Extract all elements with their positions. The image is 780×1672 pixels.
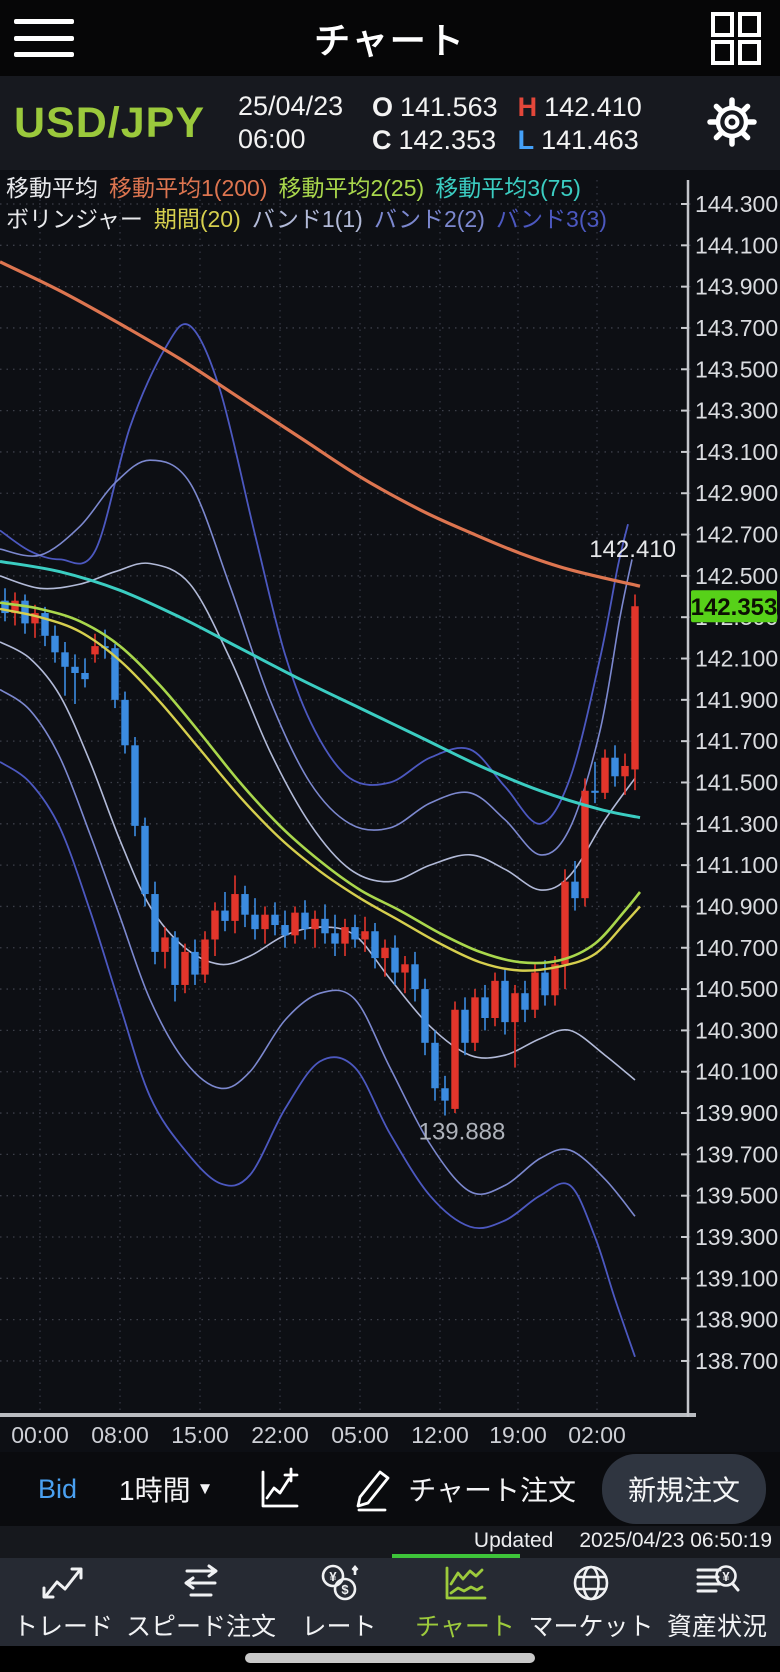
chevron-down-icon: ▼ <box>196 1479 214 1498</box>
trend-arrows-icon <box>42 1567 83 1598</box>
svg-text:141.100: 141.100 <box>695 852 778 878</box>
timeframe-select[interactable]: 1時間 ▼ <box>119 1475 214 1506</box>
svg-text:142.410: 142.410 <box>589 536 676 563</box>
ohlc-close: C 142.353 <box>372 124 497 155</box>
legend-moving-averages: 移動平均 移動平均1(200) 移動平均2(25) 移動平均3(75) <box>6 173 618 204</box>
svg-text:139.900: 139.900 <box>695 1100 778 1126</box>
svg-text:143.900: 143.900 <box>695 274 778 300</box>
legend-item: ボリンジャー <box>6 206 143 232</box>
svg-text:138.900: 138.900 <box>695 1307 778 1333</box>
price-type-toggle[interactable]: Bid <box>38 1473 78 1504</box>
settings-gear-icon[interactable] <box>702 92 762 157</box>
legend-item: バンド2(2) <box>373 206 485 232</box>
home-indicator-area <box>0 1646 780 1672</box>
x-axis-label: 19:00 <box>489 1422 547 1448</box>
tab-market[interactable]: マーケット <box>528 1558 654 1646</box>
tab-rates[interactable]: ¥ $ レート <box>276 1558 402 1646</box>
legend-item: バンド1(1) <box>251 206 363 232</box>
ohlc-readout: O 141.563 H 142.410 C 142.353 L 141.463 <box>372 91 642 156</box>
tab-chart[interactable]: チャート <box>402 1558 528 1646</box>
svg-text:144.100: 144.100 <box>695 232 778 258</box>
speed-order-icon <box>184 1564 218 1596</box>
multi-chart-layout-icon[interactable] <box>708 10 764 71</box>
legend-item: 移動平均2(25) <box>278 175 425 201</box>
svg-text:143.100: 143.100 <box>695 439 778 465</box>
x-axis-label: 02:00 <box>568 1422 626 1448</box>
svg-text:140.300: 140.300 <box>695 1017 778 1043</box>
candle-time: 06:00 <box>238 124 306 154</box>
currency-coins-icon: ¥ $ <box>321 1564 359 1600</box>
svg-text:143.700: 143.700 <box>695 315 778 341</box>
svg-text:139.700: 139.700 <box>695 1141 778 1167</box>
chart-order-button[interactable]: チャート注文 <box>408 1475 576 1506</box>
svg-text:139.500: 139.500 <box>695 1183 778 1209</box>
draw-pencil-icon[interactable] <box>347 1464 397 1514</box>
legend-item: 移動平均3(75) <box>435 175 581 201</box>
svg-text:139.888: 139.888 <box>419 1119 506 1146</box>
x-axis-label: 00:00 <box>11 1422 69 1448</box>
last-updated: Updated 2025/04/23 06:50:19 <box>473 1529 772 1552</box>
svg-text:141.700: 141.700 <box>695 728 778 754</box>
x-axis-label: 08:00 <box>91 1422 149 1448</box>
svg-text:140.100: 140.100 <box>695 1059 778 1085</box>
svg-text:142.500: 142.500 <box>695 563 778 589</box>
svg-text:143.500: 143.500 <box>695 356 778 382</box>
x-axis-label: 05:00 <box>331 1422 389 1448</box>
chart-icon <box>445 1566 487 1599</box>
candle-date: 25/04/23 <box>238 91 344 121</box>
svg-text:141.900: 141.900 <box>695 687 778 713</box>
indicator-settings-icon[interactable] <box>255 1464 305 1514</box>
chart-section: 144.300 144.100 143.900 143.700 143.500 143.3… <box>0 170 780 1452</box>
svg-text:144.300: 144.300 <box>695 191 778 217</box>
svg-text:143.300: 143.300 <box>695 398 778 424</box>
svg-text:142.700: 142.700 <box>695 522 778 548</box>
svg-text:141.300: 141.300 <box>695 811 778 837</box>
svg-text:140.500: 140.500 <box>695 976 778 1002</box>
tab-speed-order[interactable]: スピード注文 <box>126 1558 276 1646</box>
svg-text:139.300: 139.300 <box>695 1224 778 1250</box>
page-title: チャート <box>314 20 466 61</box>
quote-header: USD/JPY 25/04/23 06:00 O 141.563 H 142.410… <box>0 76 780 170</box>
chart-toolbar: Bid 1時間 ▼ チャート注文 新規注文 <box>0 1452 780 1526</box>
price-chart[interactable]: 144.300 144.100 143.900 143.700 143.500 143.3… <box>0 170 780 1418</box>
svg-text:¥: ¥ <box>722 1569 730 1584</box>
new-order-button[interactable]: 新規注文 <box>601 1454 766 1524</box>
tab-assets[interactable]: ¥ 資産状況 <box>654 1558 780 1646</box>
bottom-tab-bar: トレード スピード注文 ¥ $ レート チャート <box>0 1558 780 1646</box>
time-axis: 00:00 08:00 15:00 22:00 05:00 12:00 19:00 02:00 <box>0 1420 780 1452</box>
x-axis-label: 15:00 <box>171 1422 229 1448</box>
x-axis-label: 22:00 <box>251 1422 309 1448</box>
home-indicator[interactable] <box>245 1653 535 1663</box>
currency-pair[interactable]: USD/JPY <box>14 98 206 147</box>
svg-text:140.900: 140.900 <box>695 893 778 919</box>
svg-text:$: $ <box>341 1582 349 1597</box>
assets-search-icon: ¥ <box>696 1564 740 1592</box>
menu-icon[interactable] <box>14 19 74 57</box>
legend-item: 移動平均1(200) <box>109 175 268 201</box>
indicator-legend: 移動平均 移動平均1(200) 移動平均2(25) 移動平均3(75) ボリンジャー期… <box>6 173 618 235</box>
svg-text:¥: ¥ <box>329 1569 337 1584</box>
svg-text:142.900: 142.900 <box>695 480 778 506</box>
refresh-progress-bar <box>392 1554 520 1558</box>
ohlc-open: O 141.563 <box>372 91 498 122</box>
globe-icon <box>573 1565 609 1600</box>
top-bar: チャート <box>0 0 780 76</box>
svg-text:139.100: 139.100 <box>695 1265 778 1291</box>
svg-text:141.500: 141.500 <box>695 769 778 795</box>
ohlc-low: L 141.463 <box>517 124 639 155</box>
tab-trade[interactable]: トレード <box>0 1558 126 1646</box>
legend-item: 期間(20) <box>153 206 241 232</box>
status-bar: Updated 2025/04/23 06:50:19 <box>0 1526 780 1558</box>
svg-text:138.700: 138.700 <box>695 1348 778 1374</box>
legend-item: 移動平均 <box>6 175 98 201</box>
legend-item: バンド3(3) <box>495 206 607 232</box>
legend-bollinger: ボリンジャー 期間(20) バンド1(1) バンド2(2) バンド3(3) <box>6 204 618 235</box>
x-axis-label: 12:00 <box>411 1422 469 1448</box>
ohlc-high: H 142.410 <box>517 91 642 122</box>
svg-text:142.100: 142.100 <box>695 646 778 672</box>
svg-text:140.700: 140.700 <box>695 935 778 961</box>
svg-text:142.353: 142.353 <box>691 594 778 621</box>
candle-datetime: 25/04/23 06:00 <box>238 90 343 156</box>
